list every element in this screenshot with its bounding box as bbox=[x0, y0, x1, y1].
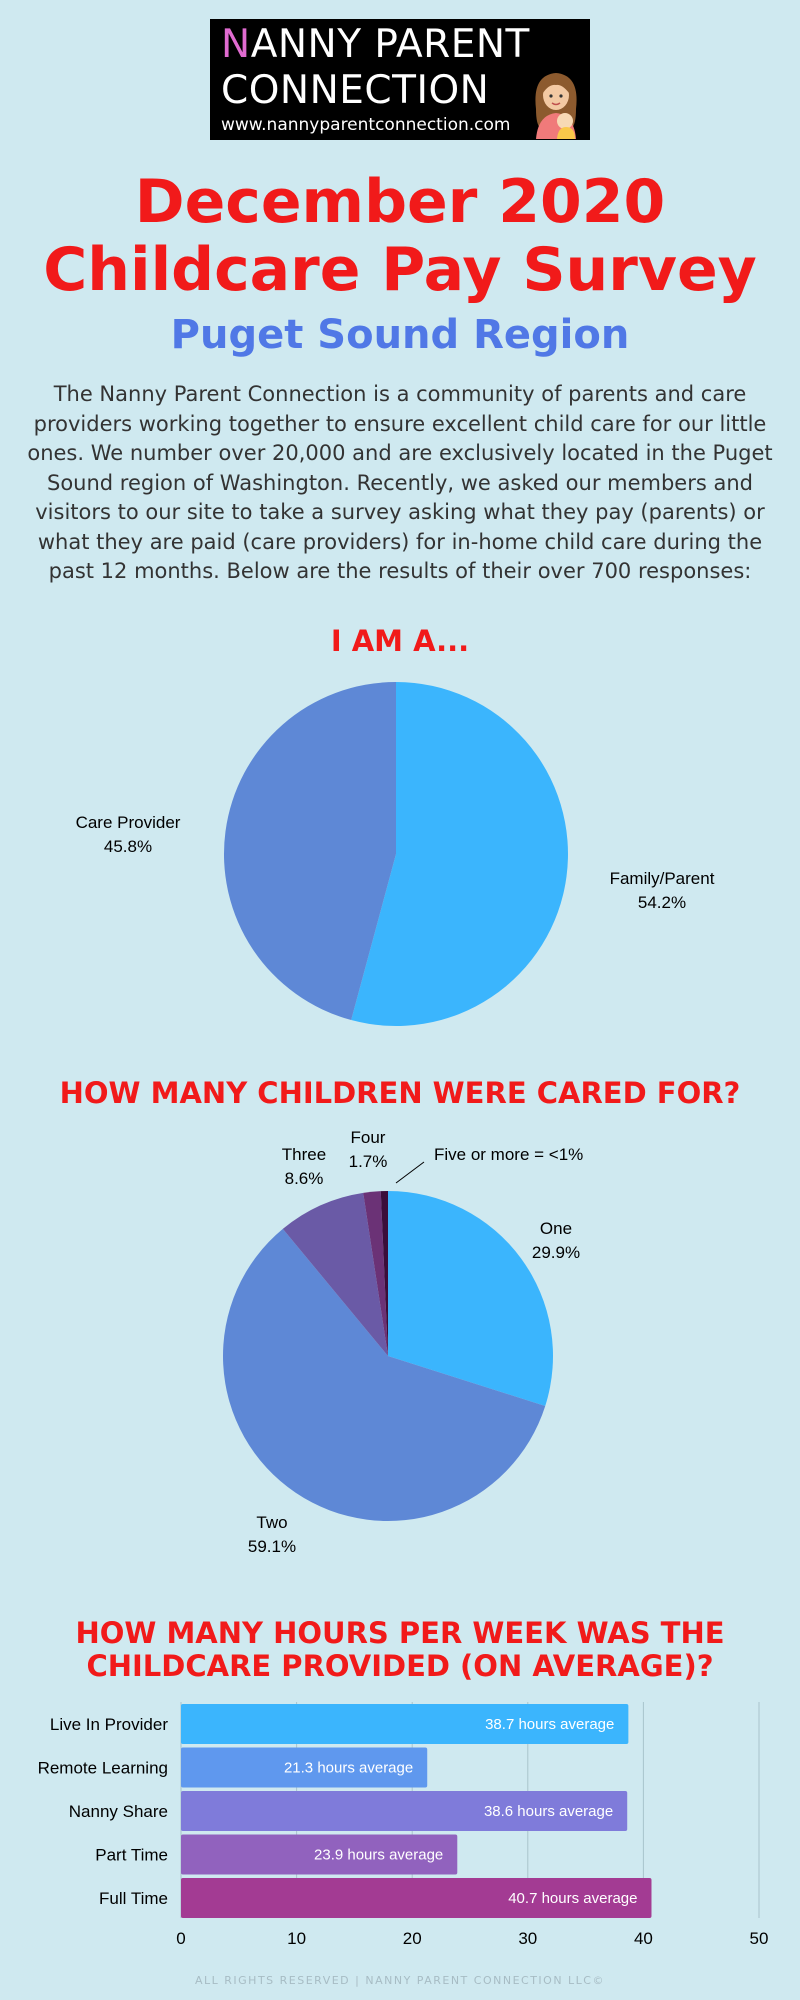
footer: ALL RIGHTS RESERVED | NANNY PARENT CONNE… bbox=[194, 1974, 605, 1987]
pie-slice-one bbox=[388, 1191, 553, 1406]
pie-slice-family-parent bbox=[351, 682, 568, 1026]
bar-remote-learning bbox=[181, 1747, 428, 1788]
slice-value-one: 29.9% bbox=[532, 1243, 580, 1262]
logo-line2: CONNECTION bbox=[221, 68, 490, 113]
slice-value-two: 59.1% bbox=[248, 1537, 296, 1556]
slice-label-family-parent: Family/Parent bbox=[610, 869, 715, 888]
x-tick-label: 0 bbox=[176, 1929, 185, 1948]
x-tick-label: 10 bbox=[287, 1929, 306, 1948]
slice-label-five-or-more: Five or more = <1% bbox=[434, 1145, 583, 1164]
logo-initial: N bbox=[221, 22, 251, 67]
pie-chart-role: Family/Parent 54.2% Care Provider 45.8% bbox=[76, 682, 715, 1026]
pie-slice-three bbox=[282, 1192, 388, 1356]
slice-label-three: Three bbox=[282, 1145, 326, 1164]
bar-full-time bbox=[181, 1878, 652, 1918]
slice-value-three: 8.6% bbox=[285, 1169, 324, 1188]
bar-part-time bbox=[181, 1834, 458, 1875]
data-label: 23.9 hours average bbox=[314, 1847, 443, 1864]
data-label: 38.7 hours average bbox=[485, 1716, 614, 1733]
subtitle: Puget Sound Region bbox=[170, 312, 630, 358]
x-tick-label: 20 bbox=[403, 1929, 422, 1948]
data-label: 40.7 hours average bbox=[508, 1890, 637, 1907]
pie-slice-two bbox=[222, 1228, 546, 1522]
chart3-title-line1: HOW MANY HOURS PER WEEK WAS THE bbox=[75, 1616, 725, 1650]
slice-label-care-provider: Care Provider bbox=[76, 813, 181, 832]
data-label: 38.6 hours average bbox=[484, 1803, 613, 1820]
slice-label-four: Four bbox=[351, 1128, 386, 1147]
bar-live-in-provider bbox=[181, 1704, 629, 1744]
nanny-with-baby-icon bbox=[535, 73, 577, 139]
chart3-title-line2: CHILDCARE PROVIDED (ON AVERAGE)? bbox=[86, 1649, 714, 1683]
leader-line bbox=[395, 1161, 425, 1184]
chart1-title: I AM A... bbox=[330, 624, 470, 658]
logo: NANNY PARENT CONNECTION www.nannyparentc… bbox=[210, 19, 590, 140]
bar-chart-hours: 0 10 20 30 40 50 Live In Provider 38.7 hours av… bbox=[38, 1702, 769, 1948]
logo-line1: NANNY PARENT bbox=[221, 25, 530, 64]
slice-label-two: Two bbox=[256, 1513, 287, 1532]
bar-nanny-share bbox=[181, 1791, 628, 1831]
pie-chart-children: One 29.9% Two 59.1% Three 8.6% Four 1.7% Five or… bbox=[222, 1128, 583, 1556]
category-label: Nanny Share bbox=[69, 1802, 168, 1821]
category-label: Live In Provider bbox=[50, 1715, 168, 1734]
x-tick-label: 50 bbox=[750, 1929, 769, 1948]
pie-slice-care-provider bbox=[223, 682, 396, 1021]
category-label: Remote Learning bbox=[38, 1759, 168, 1778]
slice-value-family-parent: 54.2% bbox=[638, 893, 686, 912]
logo-line1-text: ANNY PARENT bbox=[250, 22, 530, 67]
title-line2: Childcare Pay Survey bbox=[43, 235, 757, 305]
category-label: Full Time bbox=[99, 1889, 168, 1908]
chart2-title: HOW MANY CHILDREN WERE CARED FOR? bbox=[59, 1076, 741, 1110]
slice-value-care-provider: 45.8% bbox=[104, 837, 152, 856]
pie-slice-four bbox=[363, 1191, 388, 1356]
data-label: 21.3 hours average bbox=[284, 1760, 413, 1777]
logo-url: www.nannyparentconnection.com bbox=[221, 115, 511, 135]
slice-label-one: One bbox=[540, 1219, 572, 1238]
slice-value-four: 1.7% bbox=[349, 1152, 388, 1171]
category-label: Part Time bbox=[95, 1846, 168, 1865]
pie-slice-five-or-more bbox=[380, 1191, 388, 1356]
x-tick-label: 40 bbox=[634, 1929, 653, 1948]
x-tick-label: 30 bbox=[518, 1929, 537, 1948]
intro-paragraph: The Nanny Parent Connection is a communi… bbox=[27, 382, 773, 583]
title-line1: December 2020 bbox=[134, 167, 666, 237]
